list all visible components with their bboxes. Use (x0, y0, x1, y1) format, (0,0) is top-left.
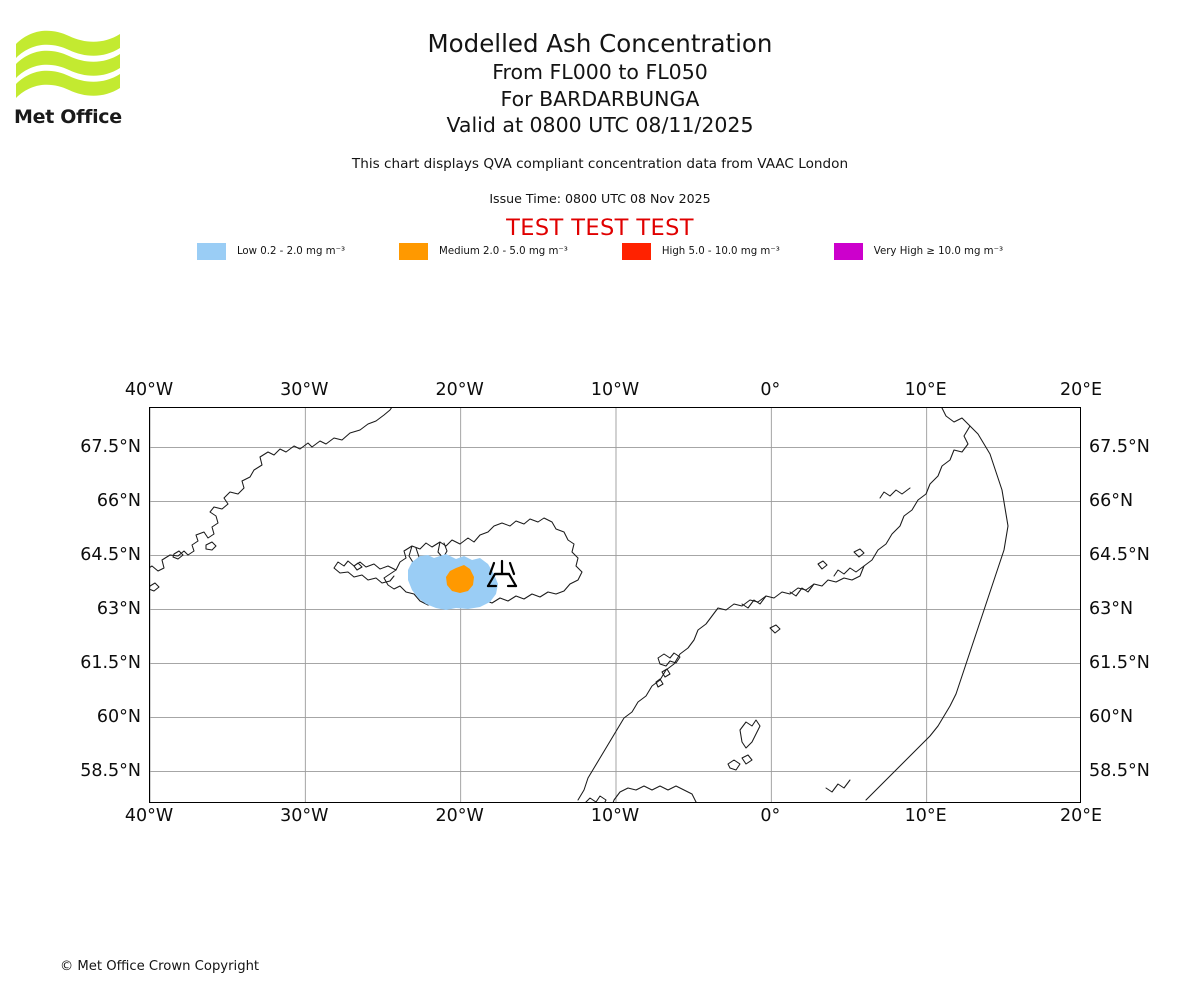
lat-tick-left-3: 63°N (96, 598, 141, 619)
copyright-notice: © Met Office Crown Copyright (60, 959, 260, 974)
coastline-greenland-islet-2 (172, 550, 184, 560)
lon-tick-bottom-1: 30°W (280, 806, 329, 826)
lon-tick-bottom-6: 20°E (1059, 806, 1103, 826)
lat-tick-right-5: 60°N (1089, 706, 1134, 727)
coastline-hebrides (585, 795, 607, 802)
lon-tick-top-2: 20°W (435, 380, 484, 400)
coastline-greenland (150, 408, 392, 572)
legend-swatch-low (196, 242, 226, 260)
lon-tick-bottom-0: 40°W (124, 806, 174, 826)
ash-plume-group (408, 554, 498, 610)
lat-tick-left-0: 67.5°N (80, 436, 141, 457)
coastline-shetland (739, 719, 761, 749)
lat-tick-left-5: 60°N (96, 706, 141, 727)
lat-tick-right-3: 63°N (1089, 598, 1134, 619)
lat-tick-left-6: 58.5°N (80, 760, 141, 781)
coastline-sweden-east (865, 425, 1009, 801)
coastline-faroe-islet (661, 668, 671, 678)
coastline-norway-fjord-2 (789, 583, 815, 597)
lon-tick-top-3: 10°W (590, 380, 640, 400)
lon-tick-top-0: 40°W (124, 380, 174, 400)
coastline-norway-fjord-1 (833, 565, 865, 577)
coastline-greenland-islet-1 (205, 541, 217, 551)
coastline-orkney-2 (741, 754, 753, 765)
legend-item-very-high: Very High ≥ 10.0 mg m⁻³ (833, 242, 1004, 260)
lon-tick-bottom-5: 10°E (904, 806, 947, 826)
legend-item-low: Low 0.2 - 2.0 mg m⁻³ (196, 242, 346, 260)
lon-tick-top-5: 10°E (904, 380, 947, 400)
test-banner: TEST TEST TEST (506, 215, 694, 241)
legend-label-medium: Medium 2.0 - 5.0 mg m⁻³ (439, 245, 568, 257)
title-flight-levels: From FL000 to FL050 (492, 60, 708, 84)
lon-tick-top-6: 20°E (1059, 380, 1103, 400)
lat-tick-right-6: 58.5°N (1089, 760, 1150, 781)
coastline-faroe-islet-2 (655, 678, 664, 688)
map-plot-area (149, 407, 1081, 803)
lat-tick-right-4: 61.5°N (1089, 652, 1150, 673)
coastline-faroe-islands (657, 652, 681, 667)
legend-label-low: Low 0.2 - 2.0 mg m⁻³ (236, 245, 346, 257)
legend-swatch-high (621, 242, 651, 260)
page-title: Modelled Ash Concentration (427, 29, 773, 58)
lat-tick-left-2: 64.5°N (80, 544, 141, 565)
map-canvas (150, 408, 1080, 802)
coastline-iceland-westfjords (333, 560, 397, 584)
lat-tick-left-1: 66°N (96, 490, 141, 511)
coastline-british-isles (585, 652, 761, 802)
met-office-logo: Met Office (14, 22, 124, 128)
coastline-iceland-islet (353, 562, 363, 571)
legend-swatch-medium (399, 242, 429, 260)
volcano-icon (486, 559, 518, 588)
met-office-logo-text: Met Office (14, 106, 122, 128)
legend-label-very-high: Very High ≥ 10.0 mg m⁻³ (873, 245, 1004, 257)
chart-title-block: Modelled Ash Concentration From FL000 to… (0, 28, 1200, 139)
coastline-orkney (727, 759, 741, 771)
coastline-norway-islet-2 (817, 560, 828, 570)
lat-tick-right-1: 66°N (1089, 490, 1134, 511)
coastline-lofoten (879, 487, 911, 499)
lat-tick-right-2: 64.5°N (1089, 544, 1150, 565)
coastlines (150, 408, 583, 607)
coastline-norway-mainland (577, 408, 971, 801)
coastline-denmark (825, 779, 851, 793)
coastline-norway-fjord-3 (741, 595, 767, 609)
lon-tick-bottom-4: 0° (760, 806, 781, 826)
lon-tick-bottom-3: 10°W (590, 806, 640, 826)
map-gridlines (150, 408, 1080, 802)
legend-item-medium: Medium 2.0 - 5.0 mg m⁻³ (399, 242, 568, 260)
map-panel (149, 407, 1081, 803)
qva-note: This chart displays QVA compliant concen… (351, 156, 849, 172)
coastline-scotland (612, 785, 697, 802)
lat-tick-left-4: 61.5°N (80, 652, 141, 673)
issue-time: Issue Time: 0800 UTC 08 Nov 2025 (489, 191, 711, 206)
coastline-norway-islet-3 (769, 624, 781, 634)
lat-tick-right-0: 67.5°N (1089, 436, 1150, 457)
title-volcano: For BARDARBUNGA (500, 86, 700, 111)
legend-label-high: High 5.0 - 10.0 mg m⁻³ (661, 245, 780, 257)
coastline-norway-islet-1 (853, 548, 865, 558)
lon-tick-bottom-2: 20°W (435, 806, 484, 826)
legend-swatch-very-high (833, 242, 863, 260)
lon-tick-top-4: 0° (760, 380, 781, 400)
concentration-legend: Low 0.2 - 2.0 mg m⁻³ Medium 2.0 - 5.0 mg… (0, 242, 1200, 260)
legend-item-high: High 5.0 - 10.0 mg m⁻³ (621, 242, 780, 260)
coastline-scandinavia (577, 408, 1009, 801)
coastline-greenland-islet-3 (150, 582, 160, 592)
met-office-wave-mark (16, 30, 120, 98)
ash-plume-medium (446, 565, 474, 593)
lon-tick-top-1: 30°W (280, 380, 329, 400)
title-valid-time: Valid at 0800 UTC 08/11/2025 (446, 113, 754, 137)
